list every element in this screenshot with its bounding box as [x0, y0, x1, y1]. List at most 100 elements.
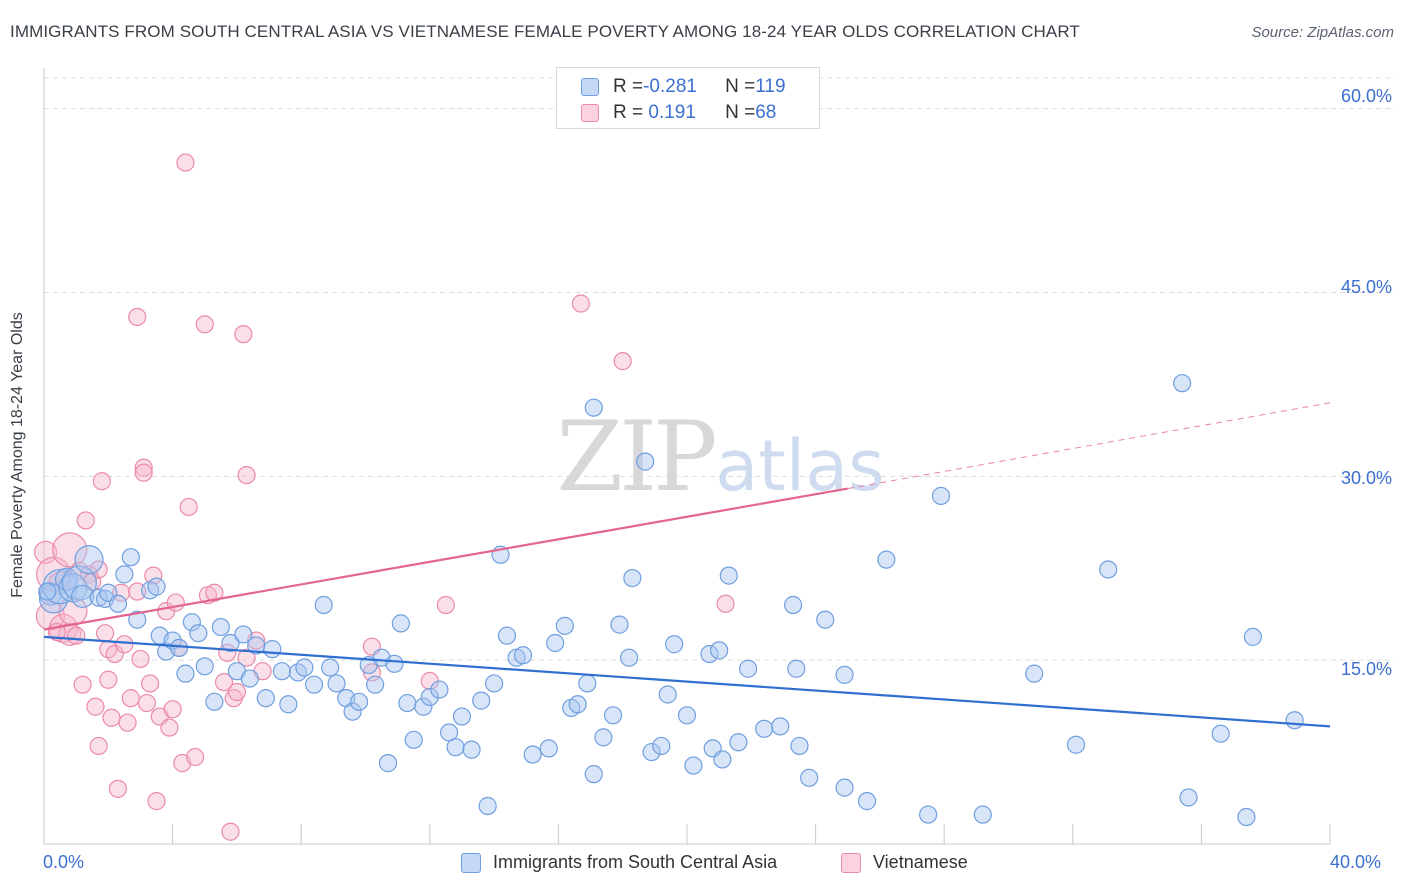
x-tick-min: 0.0%: [43, 852, 85, 872]
data-point: [73, 675, 92, 694]
data-point: [478, 796, 497, 816]
data-point: [321, 658, 340, 677]
data-point: [1066, 735, 1086, 754]
legend-n-value: 68: [755, 102, 777, 123]
data-point: [857, 792, 877, 811]
data-point: [169, 638, 189, 658]
data-point: [787, 659, 806, 678]
watermark-atlas: atlas: [715, 425, 884, 507]
data-point: [636, 452, 655, 471]
data-point: [147, 792, 166, 811]
data-point: [263, 640, 282, 659]
data-point: [144, 566, 163, 585]
data-point: [140, 674, 160, 693]
data-point: [677, 706, 697, 725]
legend-row-blue: R = -0.281 N = 119: [581, 75, 786, 99]
data-point: [102, 708, 121, 727]
pink-swatch: [841, 852, 861, 873]
data-point: [105, 644, 124, 664]
data-point: [1285, 711, 1304, 730]
data-point: [99, 670, 118, 689]
data-point: [755, 719, 774, 738]
data-point: [1211, 724, 1230, 743]
data-point: [205, 692, 224, 711]
data-point: [523, 745, 542, 764]
data-point: [719, 566, 738, 585]
data-point: [919, 805, 938, 824]
data-point: [594, 728, 613, 747]
data-point: [234, 325, 253, 344]
data-point: [800, 768, 819, 787]
data-point: [67, 626, 86, 645]
data-point: [189, 624, 208, 643]
data-point: [108, 594, 128, 613]
data-point: [835, 778, 854, 797]
data-point: [128, 582, 147, 601]
chart-title: IMMIGRANTS FROM SOUTH CENTRAL ASIA VS VI…: [10, 22, 1080, 41]
data-point: [378, 754, 398, 773]
watermark-zip: ZIP: [556, 401, 715, 513]
data-point: [513, 646, 533, 665]
data-point: [973, 805, 992, 824]
grid-lines: [44, 77, 1395, 661]
data-point: [414, 697, 433, 716]
source-label: Source: ZipAtlas.com: [1251, 24, 1394, 41]
data-point: [115, 565, 134, 584]
data-point: [52, 532, 88, 568]
data-point: [39, 584, 69, 614]
data-point: [92, 472, 111, 491]
data-point: [404, 730, 423, 749]
legend-r-value: 0.191: [643, 102, 696, 123]
data-point: [121, 548, 140, 567]
data-point: [128, 307, 147, 327]
data-point: [700, 644, 719, 664]
data-point: [95, 624, 115, 643]
legend-row-pink: R = 0.191 N = 68: [581, 101, 776, 125]
y-tick-30: 30.0%: [1340, 468, 1392, 488]
data-point: [118, 713, 137, 732]
data-point: [578, 674, 597, 693]
data-point: [710, 641, 729, 660]
data-point: [131, 649, 150, 669]
south-central-asia-points: [38, 374, 1304, 827]
data-point: [385, 654, 404, 673]
data-point: [713, 750, 732, 769]
data-point: [446, 738, 465, 757]
trend-line-pink-extension: [847, 402, 1331, 490]
y-tick-60: 60.0%: [1340, 86, 1392, 106]
vietnamese-points: [34, 153, 735, 841]
axes: [43, 68, 1331, 845]
data-point: [539, 739, 558, 758]
data-point: [237, 465, 256, 485]
data-point: [391, 614, 410, 633]
data-point: [877, 550, 896, 569]
data-point: [176, 153, 195, 172]
data-point: [256, 689, 275, 708]
data-point: [931, 486, 951, 506]
bottom-legend-pink-label: Vietnamese: [873, 852, 968, 872]
bottom-legend-blue-label: Immigrants from South Central Asia: [493, 852, 778, 872]
data-point: [620, 648, 639, 667]
data-point: [1099, 560, 1118, 579]
data-point: [343, 702, 362, 721]
data-point: [642, 742, 661, 762]
data-point: [420, 687, 439, 707]
blue-swatch: [581, 78, 599, 96]
data-point: [214, 673, 234, 692]
legend-n-label: N =: [725, 102, 756, 123]
data-point: [497, 626, 517, 645]
data-point: [430, 680, 449, 699]
data-point: [182, 613, 201, 632]
data-point: [86, 697, 105, 716]
data-point: [186, 747, 205, 767]
data-point: [76, 511, 95, 530]
data-point: [555, 616, 574, 635]
data-point: [38, 582, 57, 601]
data-point: [61, 565, 97, 601]
data-point: [134, 458, 153, 477]
data-point: [684, 756, 703, 775]
y-axis-label: Female Poverty Among 18-24 Year Olds: [9, 312, 26, 598]
data-point: [398, 693, 417, 713]
legend-r-label: R =: [613, 76, 644, 97]
